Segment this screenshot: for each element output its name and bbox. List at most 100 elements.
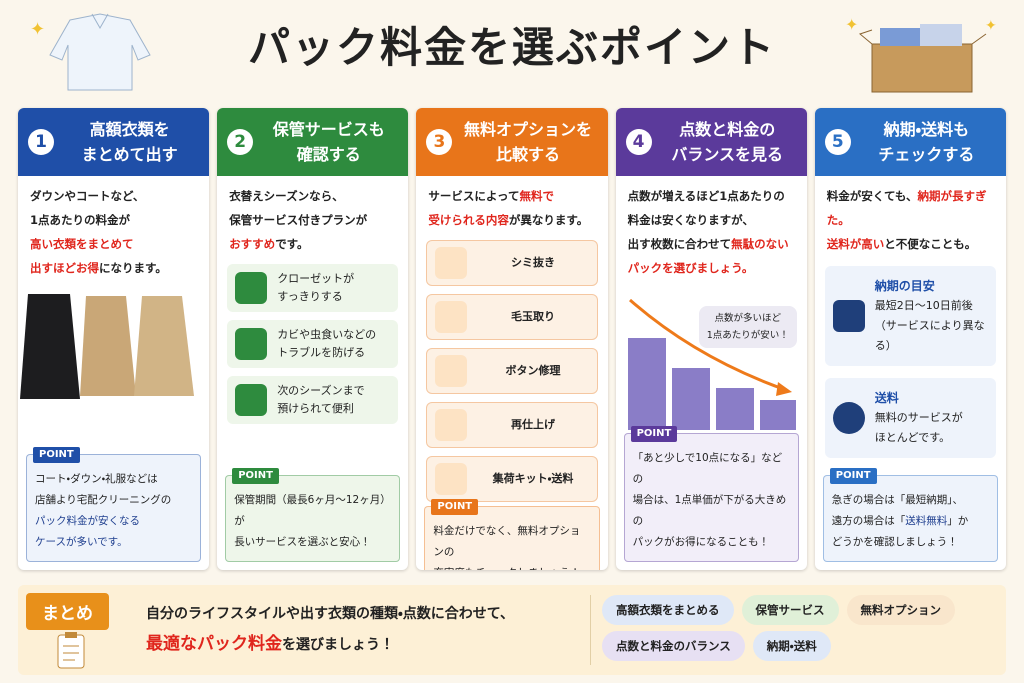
sparkle: ✦ bbox=[985, 18, 997, 34]
summary-tag: 点数と料金のバランス bbox=[602, 631, 745, 661]
text-line: 長いサービスを選ぶと安心！ bbox=[234, 536, 371, 548]
text-line: 納期・送料も bbox=[883, 120, 970, 139]
text-line: コート・ダウン・礼服などは bbox=[35, 473, 158, 485]
highlight: パックを選びましょう。 bbox=[627, 261, 754, 275]
text-line: ほとんどです。 bbox=[874, 431, 951, 444]
point-box: POINT 保管期間（最長6ヶ月〜12ヶ月）が長いサービスを選ぶと安心！ bbox=[225, 468, 401, 562]
card-number: 2 bbox=[227, 129, 254, 155]
item-icon bbox=[235, 272, 268, 304]
text-line: 預けられて便利 bbox=[277, 402, 354, 415]
text-line: 保管期間（最長6ヶ月〜12ヶ月）が bbox=[234, 494, 391, 527]
point-label: POINT bbox=[232, 468, 279, 484]
card-body: ダウンやコートなど、 1点あたりの料金が 高い衣類をまとめて 出すほどお得になります。 bbox=[18, 176, 209, 284]
point-box: POINT 料金だけでなく、無料オプションの充実度もチェックしましょう！ bbox=[424, 499, 600, 570]
text-line: 出す枚数に合わせて無駄のない bbox=[628, 232, 795, 256]
text-line: すっきりする bbox=[277, 290, 343, 303]
text-line: 最適なパック料金を選びましょう！ bbox=[146, 629, 514, 660]
bar-shape bbox=[627, 338, 666, 430]
option-item: 再仕上げ bbox=[426, 402, 598, 448]
highlight: 送料が高い bbox=[826, 237, 885, 251]
highlight: パック料金が安くなる bbox=[35, 515, 140, 527]
text-line: シミ抜き bbox=[510, 256, 555, 269]
option-item: 集荷キット・送料 bbox=[426, 456, 598, 502]
text-line: 料金が安くても、納期が長すぎた。 bbox=[827, 184, 994, 232]
text-line: 高い衣類をまとめて bbox=[30, 232, 197, 256]
text: 料金が安くても、 bbox=[826, 189, 918, 203]
card-body: サービスによって無料で 受けられる内容が異なります。 bbox=[416, 176, 607, 236]
text-line: 自分のライフスタイルや出す衣類の種類・点数に合わせて、 bbox=[146, 606, 515, 622]
divider bbox=[590, 595, 591, 665]
text: です。 bbox=[275, 237, 309, 251]
card-heading: 保管サービスも 確認する bbox=[259, 117, 398, 167]
point-box: POINT 急ぎの場合は「最短納期」、 遠方の場合は「送料無料」か どうかを確認しまし… bbox=[822, 468, 998, 562]
item-icon bbox=[435, 409, 468, 441]
text-line: 1点あたりの料金が bbox=[30, 213, 131, 227]
option-item: クローゼットが すっきりする bbox=[227, 264, 399, 312]
item-icon bbox=[235, 384, 268, 416]
text-line: 確認する bbox=[296, 145, 361, 164]
text-line: 無料オプションを bbox=[463, 120, 592, 139]
card: 1 高額衣類を まとめて出す ダウンやコートなど、 1点あたりの料金が 高い衣類をまとめて… bbox=[18, 108, 210, 570]
coats-illustration bbox=[18, 284, 209, 404]
box-illustration bbox=[858, 24, 987, 93]
text-line: 点数が増えるほど1点あたりの bbox=[627, 189, 785, 203]
text-line: 点数と料金の bbox=[679, 120, 776, 139]
text-line: パックを選びましょう。 bbox=[628, 256, 795, 280]
card: 4 点数と料金の バランスを見る 点数が増えるほど1点あたりの 料金は安くなりますが、出… bbox=[615, 108, 807, 570]
highlight: ケースが多いです。 bbox=[35, 536, 128, 548]
summary-text: 自分のライフスタイルや出す衣類の種類・点数に合わせて、最適なパック料金を選びまし… bbox=[146, 599, 514, 660]
text-line: 1点あたりが安い！ bbox=[706, 330, 789, 341]
text: 出す枚数に合わせて bbox=[627, 237, 732, 251]
item-text: 再仕上げ bbox=[477, 416, 588, 434]
text: を選びましょう！ bbox=[282, 637, 394, 653]
option-item: 毛玉取り bbox=[426, 294, 598, 340]
clipboard-icon bbox=[57, 632, 85, 669]
text-line: （サービスにより異なる） bbox=[874, 319, 985, 352]
text-line: どうかを確認しましょう！ bbox=[831, 536, 958, 548]
text-line: 遠方の場合は「送料無料」か bbox=[832, 511, 989, 532]
info-icon bbox=[832, 402, 865, 434]
summary-tag: 納期・送料 bbox=[752, 631, 831, 661]
cards: 1 高額衣類を まとめて出す ダウンやコートなど、 1点あたりの料金が 高い衣類をまとめて… bbox=[18, 108, 1006, 570]
text-line: 「あと少しで10点になる」などの bbox=[632, 452, 783, 485]
text-line: 点数が多いほど bbox=[714, 313, 782, 324]
point-label: POINT bbox=[431, 499, 479, 515]
bar-shape bbox=[715, 388, 754, 430]
text-line: チェックする bbox=[878, 145, 975, 164]
illustrative-chart: 点数が多いほど1点あたりが安い！5点パック10点パック15点パック20点パック1… bbox=[626, 288, 797, 470]
info-box: 納期の目安 最短2日〜10日前後 （サービスにより異なる） bbox=[824, 266, 996, 366]
text-line: 送料が高いと不便なことも。 bbox=[827, 232, 994, 256]
card-heading: 無料オプションを 比較する bbox=[458, 117, 597, 167]
card-heading: 点数と料金の バランスを見る bbox=[658, 117, 797, 167]
card-heading: 納期・送料も チェックする bbox=[857, 117, 996, 167]
text: 」か bbox=[947, 515, 969, 527]
text-line: 出すほどお得になります。 bbox=[30, 256, 197, 280]
info-icon bbox=[832, 300, 865, 332]
summary-label: まとめ bbox=[26, 593, 109, 630]
summary-tag: 高額衣類をまとめる bbox=[602, 595, 734, 625]
point-label: POINT bbox=[829, 468, 877, 484]
highlight: 出すほどお得 bbox=[30, 261, 99, 275]
text-line: サービスによって無料で bbox=[428, 184, 595, 208]
card-body: 点数が増えるほど1点あたりの 料金は安くなりますが、 出す枚数に合わせて無駄のないパ… bbox=[616, 176, 807, 284]
page-title: パック料金を選ぶポイント bbox=[247, 23, 776, 72]
text-line: 最短2日〜10日前後 bbox=[874, 299, 973, 312]
text-line: パック料金が安くなる bbox=[35, 511, 192, 532]
text-line: 保管サービスも bbox=[272, 120, 385, 139]
card-number: 3 bbox=[426, 129, 453, 155]
coats bbox=[20, 294, 194, 399]
point-label: POINT bbox=[33, 447, 80, 463]
card-body: 料金が安くても、納期が長すぎた。 送料が高いと不便なことも。 bbox=[815, 176, 1006, 260]
item-icon bbox=[435, 301, 468, 333]
text-line: 衣替えシーズンなら、 bbox=[229, 189, 344, 203]
text-line: 毛玉取り bbox=[510, 310, 555, 323]
text-line: クローゼットが bbox=[277, 272, 355, 285]
item-text: 次のシーズンまで 預けられて便利 bbox=[277, 382, 364, 418]
card-number: 5 bbox=[824, 129, 851, 155]
info-box: 送料 無料のサービスが ほとんどです。 bbox=[824, 378, 996, 458]
text-line: 保管サービス付きプランが bbox=[229, 213, 368, 227]
card-heading: 高額衣類を まとめて出す bbox=[60, 117, 199, 167]
highlight: おすすめ bbox=[229, 237, 276, 251]
card-header: 5 納期・送料も チェックする bbox=[814, 108, 1006, 176]
text: と不便なことも。 bbox=[884, 237, 977, 251]
